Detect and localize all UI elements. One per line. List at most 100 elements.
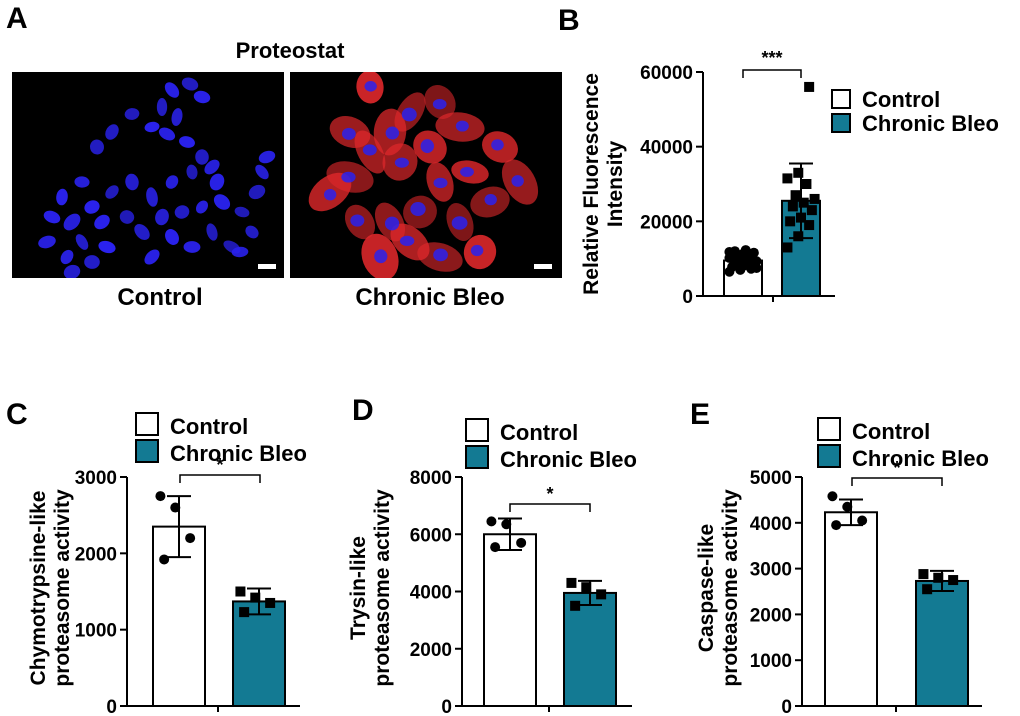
bleo-nucleus xyxy=(433,248,448,262)
legend-label: Chronic Bleo xyxy=(852,446,989,471)
legend-swatch xyxy=(831,89,851,109)
control-nucleus xyxy=(213,194,231,210)
bleo-nucleus xyxy=(374,249,388,264)
data-point xyxy=(596,589,607,600)
legend-swatch xyxy=(465,445,489,469)
data-point xyxy=(842,501,853,512)
bleo-nucleus xyxy=(460,166,474,177)
control-nucleus xyxy=(124,108,140,120)
y-axis-label-line: Intensity xyxy=(604,141,627,228)
y-tick-label: 2000 xyxy=(750,605,792,626)
bleo-nucleus xyxy=(410,202,426,217)
y-axis-label-line: Trysin-like xyxy=(347,536,370,640)
control-nucleus xyxy=(56,188,68,206)
data-point xyxy=(735,255,746,266)
y-tick-label: 0 xyxy=(441,697,452,716)
y-axis-label-line: Relative Fluorescence xyxy=(580,73,603,295)
control-nucleus xyxy=(63,264,81,278)
data-point xyxy=(486,516,497,527)
data-point xyxy=(933,572,944,583)
bleo-nucleus xyxy=(385,126,400,140)
bleo-nucleus xyxy=(350,214,365,227)
y-tick-label: 60000 xyxy=(640,63,693,84)
control-nucleus xyxy=(195,149,209,165)
legend-label: Chronic Bleo xyxy=(862,111,999,136)
data-point xyxy=(782,242,793,253)
data-point xyxy=(185,533,196,544)
legend-swatch xyxy=(817,417,841,441)
bleo-nucleus xyxy=(491,139,504,151)
control-nucleus xyxy=(74,176,90,188)
significance-bracket xyxy=(509,503,591,512)
bleo-nucleus xyxy=(399,235,415,246)
legend-label: Control xyxy=(852,419,930,444)
significance-label: * xyxy=(546,484,553,504)
bleo-nucleus xyxy=(451,216,468,230)
panel-label-b: B xyxy=(558,4,580,37)
control-nucleus xyxy=(186,164,198,180)
legend-label: Control xyxy=(170,414,248,439)
y-tick-label: 0 xyxy=(106,697,117,716)
data-point xyxy=(809,193,820,204)
bleo-nucleus xyxy=(420,139,434,154)
control-micrograph xyxy=(12,72,284,278)
y-tick-label: 1000 xyxy=(750,651,792,672)
y-axis-label: Trysin-likeproteasome activity xyxy=(347,489,394,687)
data-point xyxy=(798,197,809,208)
chart-e: 0 1000 2000 3000 4000 5000 Caspase-likeproteas… xyxy=(695,417,989,716)
y-axis-label-line: Chymotrypsine-like xyxy=(27,491,50,686)
control-nucleus xyxy=(125,173,139,191)
control-nucleus xyxy=(119,210,135,224)
bleo-nucleus xyxy=(362,144,377,156)
data-point xyxy=(790,190,801,201)
panel-label-c: C xyxy=(6,398,28,431)
proteostat-title: Proteostat xyxy=(235,38,345,63)
control-nucleus xyxy=(98,240,116,254)
panel-label-a: A xyxy=(6,2,28,35)
y-axis-label: Chymotrypsine-likeproteasome activity xyxy=(27,489,74,687)
control-nucleus xyxy=(209,173,225,191)
bleo-nucleus xyxy=(341,171,356,183)
control-nucleus xyxy=(206,223,218,241)
y-axis-label: Relative FluorescenceIntensity xyxy=(580,73,627,295)
control-nucleus xyxy=(193,90,211,104)
control-nucleus xyxy=(105,124,119,140)
y-tick-label: 5000 xyxy=(750,468,792,489)
control-nucleus xyxy=(38,235,56,249)
y-tick-label: 6000 xyxy=(410,525,452,546)
bleo-nucleus xyxy=(455,120,469,132)
legend-swatch xyxy=(465,418,489,442)
control-nucleus xyxy=(164,82,180,98)
y-axis-label: Caspase-likeproteasome activity xyxy=(695,489,742,687)
control-nucleus xyxy=(165,229,179,245)
data-point xyxy=(831,520,842,531)
bar-chronic-bleo xyxy=(232,600,286,708)
y-tick-label: 3000 xyxy=(75,468,117,489)
control-nucleus xyxy=(158,127,176,141)
data-point xyxy=(743,253,754,264)
y-tick-label: 4000 xyxy=(410,583,452,604)
bleo-nucleus xyxy=(394,157,409,168)
significance-label: * xyxy=(216,455,223,475)
y-tick-label: 40000 xyxy=(640,138,693,159)
control-nucleus xyxy=(84,200,100,214)
significance-label: *** xyxy=(761,48,782,68)
y-tick-label: 2000 xyxy=(410,640,452,661)
bleo-nucleus xyxy=(364,81,377,92)
data-point xyxy=(159,554,170,565)
data-point xyxy=(782,173,793,184)
data-point xyxy=(922,584,933,595)
legend-label: Control xyxy=(500,420,578,445)
bleo-nucleus xyxy=(341,127,356,140)
data-point xyxy=(804,81,815,92)
bleo-nucleus xyxy=(433,177,448,189)
data-point xyxy=(490,542,501,553)
y-tick-label: 2000 xyxy=(75,544,117,565)
legend-label: Control xyxy=(862,87,940,112)
control-nucleus xyxy=(234,206,250,218)
control-nucleus xyxy=(105,185,119,199)
control-nucleus xyxy=(171,108,183,126)
y-tick-label: 8000 xyxy=(410,468,452,489)
data-point xyxy=(155,491,166,502)
